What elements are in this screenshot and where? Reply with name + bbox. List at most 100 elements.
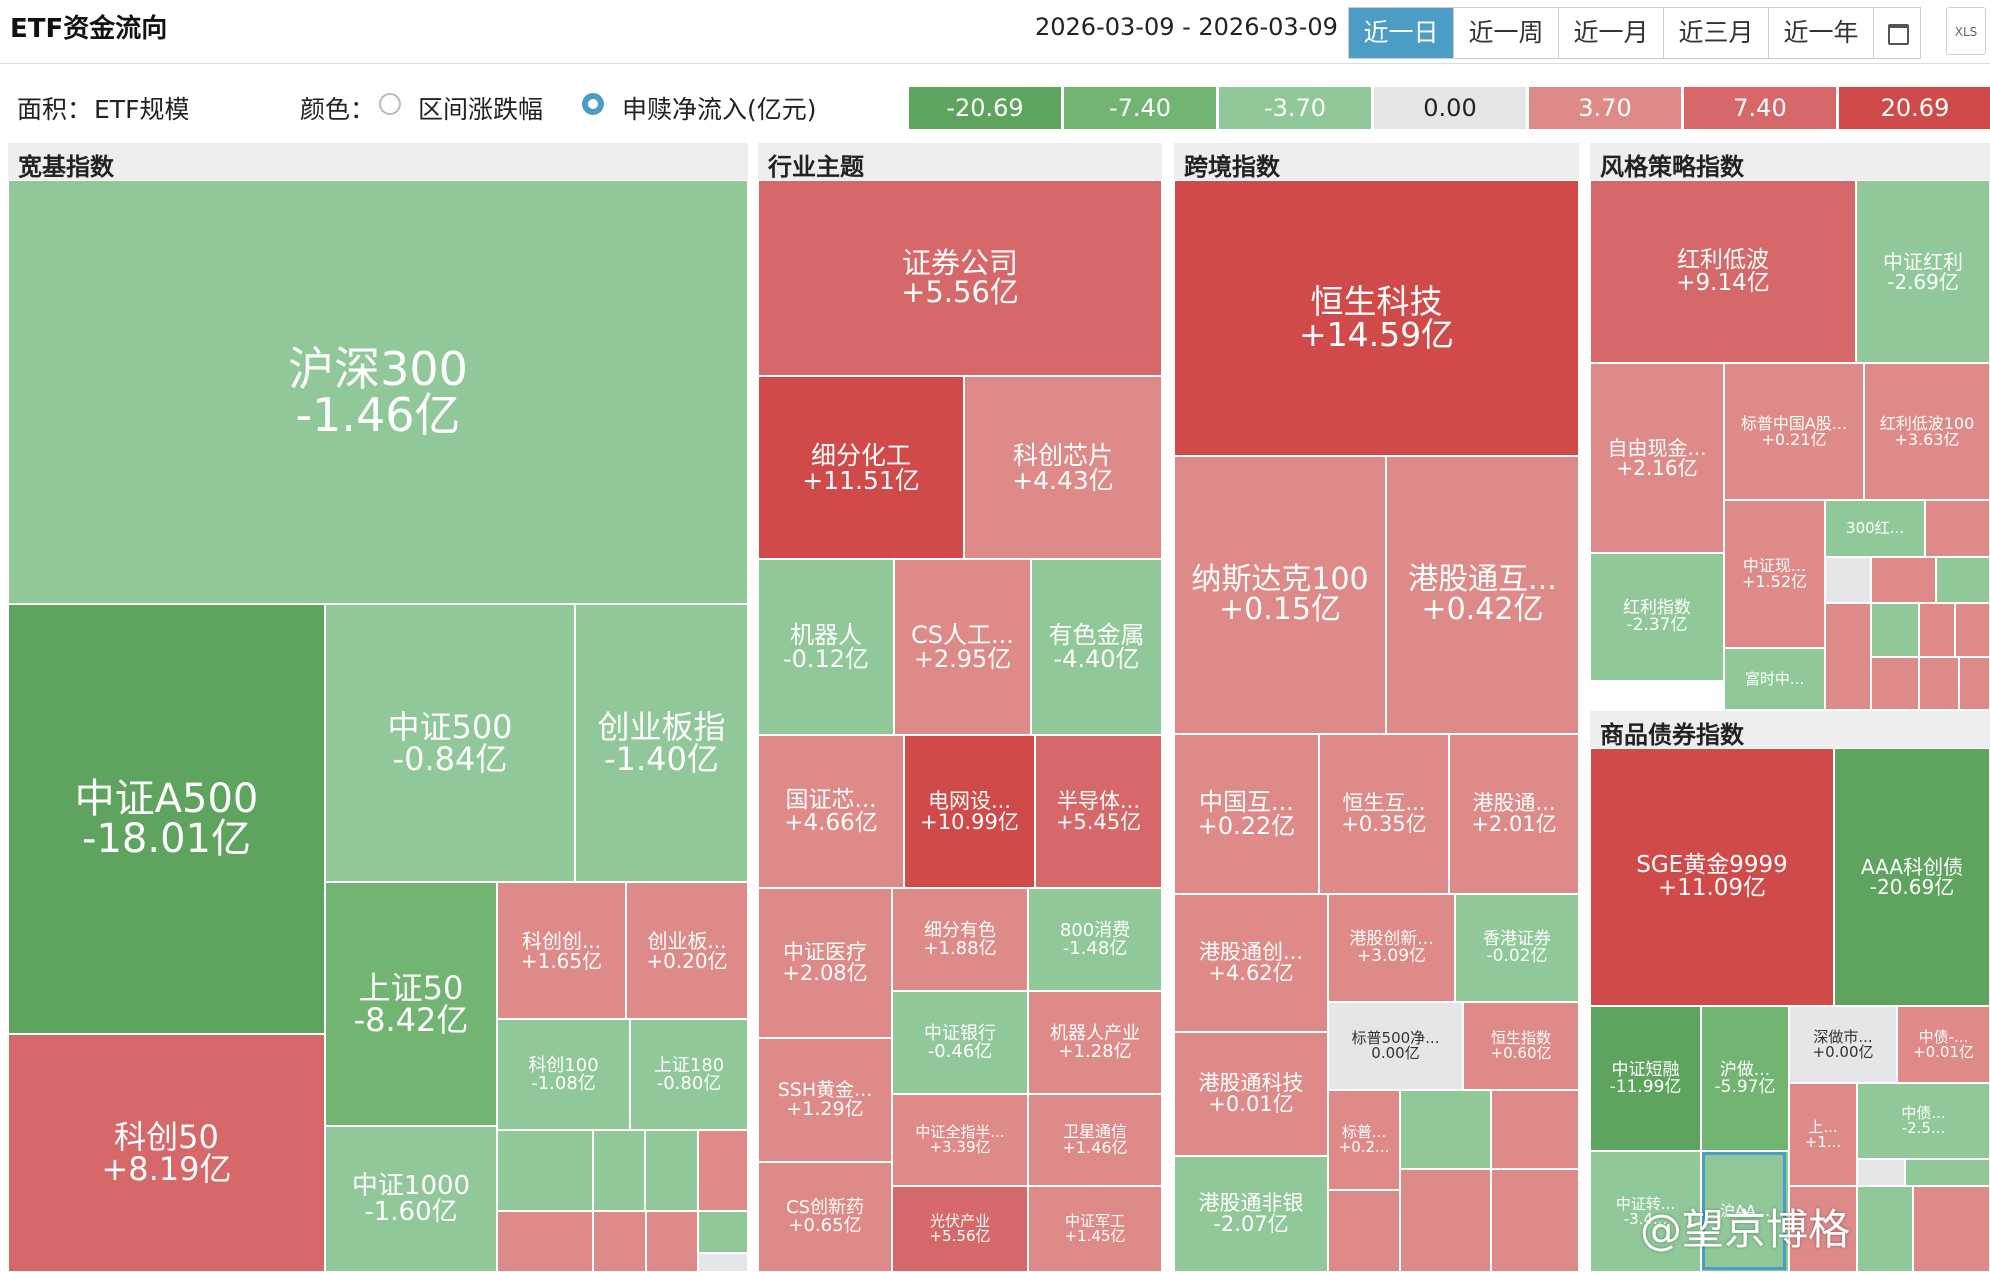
- tab-1d[interactable]: 近一日: [1349, 8, 1454, 58]
- treemap-tile[interactable]: 中证军工 +1.45亿: [1028, 1186, 1162, 1272]
- tab-1m[interactable]: 近一月: [1559, 8, 1664, 58]
- treemap-tile[interactable]: 中债... -2.5...: [1857, 1083, 1990, 1159]
- treemap-tile[interactable]: 标普... +0.2...: [1328, 1090, 1400, 1190]
- treemap-tile[interactable]: 中证500 -0.84亿: [325, 604, 575, 882]
- treemap-small-tile[interactable]: [1955, 603, 1990, 657]
- treemap-small-tile[interactable]: [497, 1211, 593, 1272]
- treemap-tile[interactable]: 800消费 -1.48亿: [1028, 888, 1162, 991]
- treemap-small-tile[interactable]: [1328, 1190, 1400, 1272]
- calendar-button[interactable]: [1874, 8, 1920, 58]
- treemap-tile[interactable]: 科创50 +8.19亿: [8, 1034, 325, 1272]
- treemap-tile[interactable]: 恒生指数 +0.60亿: [1463, 1002, 1579, 1090]
- treemap-tile[interactable]: 中证现... +1.52亿: [1724, 500, 1825, 648]
- treemap-small-tile[interactable]: [1913, 1186, 1990, 1272]
- treemap-tile[interactable]: 中证短融 -11.99亿: [1590, 1006, 1701, 1151]
- treemap-tile[interactable]: 标普500净... 0.00亿: [1328, 1002, 1463, 1090]
- treemap-tile[interactable]: 科创创... +1.65亿: [497, 882, 626, 1019]
- treemap-tile[interactable]: 港股通... +2.01亿: [1449, 734, 1579, 894]
- treemap-small-tile[interactable]: [1789, 1186, 1857, 1272]
- treemap-tile[interactable]: 上证50 -8.42亿: [325, 882, 497, 1126]
- treemap-tile[interactable]: 创业板指 -1.40亿: [575, 604, 748, 882]
- treemap-tile[interactable]: 港股通创... +4.62亿: [1174, 894, 1328, 1032]
- treemap-tile[interactable]: 中证A500 -18.01亿: [8, 604, 325, 1034]
- date-range[interactable]: 2026-03-09 - 2026-03-09: [1035, 13, 1338, 41]
- treemap-small-tile[interactable]: [593, 1211, 646, 1272]
- treemap-small-tile[interactable]: [1871, 657, 1919, 710]
- treemap-small-tile[interactable]: [1905, 1159, 1990, 1186]
- treemap-small-tile[interactable]: [1491, 1169, 1579, 1272]
- treemap-tile[interactable]: 港股通科技 +0.01亿: [1174, 1032, 1328, 1156]
- treemap-tile[interactable]: 有色金属 -4.40亿: [1031, 559, 1162, 735]
- treemap-tile[interactable]: 上... +1...: [1789, 1083, 1857, 1186]
- treemap-small-tile[interactable]: [698, 1211, 748, 1253]
- radio-net-inflow-label[interactable]: 申赎净流入(亿元): [622, 95, 817, 124]
- treemap-small-tile[interactable]: [698, 1130, 748, 1211]
- treemap-tile[interactable]: 自由现金... +2.16亿: [1590, 363, 1724, 553]
- treemap-tile[interactable]: 中证转... -3.4...: [1590, 1151, 1701, 1272]
- treemap-small-tile[interactable]: [698, 1253, 748, 1272]
- treemap-tile[interactable]: 电网设... +10.99亿: [904, 735, 1035, 888]
- radio-net-inflow[interactable]: [582, 93, 604, 115]
- tab-1y[interactable]: 近一年: [1769, 8, 1874, 58]
- tab-1w[interactable]: 近一周: [1454, 8, 1559, 58]
- treemap-small-tile[interactable]: [1925, 500, 1990, 557]
- treemap-tile[interactable]: 中证医疗 +2.08亿: [758, 888, 892, 1038]
- treemap-tile[interactable]: 港股通互... +0.42亿: [1386, 456, 1579, 734]
- treemap-tile[interactable]: 创业板... +0.20亿: [626, 882, 748, 1019]
- treemap-tile[interactable]: 卫星通信 +1.46亿: [1028, 1094, 1162, 1186]
- treemap-tile[interactable]: 光伏产业 +5.56亿: [892, 1186, 1028, 1272]
- treemap-tile[interactable]: 富时中...: [1724, 648, 1825, 710]
- treemap-small-tile[interactable]: [1825, 603, 1871, 710]
- treemap-tile[interactable]: CS创新药 +0.65亿: [758, 1162, 892, 1272]
- treemap-small-tile[interactable]: [1936, 557, 1990, 603]
- treemap-small-tile[interactable]: [1959, 657, 1990, 710]
- treemap-tile[interactable]: 中债-... +0.01亿: [1897, 1006, 1990, 1083]
- treemap-small-tile[interactable]: [1919, 603, 1955, 657]
- treemap-tile[interactable]: 中证银行 -0.46亿: [892, 991, 1028, 1094]
- treemap-tile[interactable]: SGE黄金9999 +11.09亿: [1590, 748, 1834, 1006]
- treemap-tile[interactable]: 科创100 -1.08亿: [497, 1019, 630, 1130]
- treemap-tile[interactable]: 机器人产业 +1.28亿: [1028, 991, 1162, 1094]
- treemap-small-tile[interactable]: [1400, 1169, 1491, 1272]
- treemap-tile[interactable]: 纳斯达克100 +0.15亿: [1174, 456, 1386, 734]
- treemap-small-tile[interactable]: [593, 1130, 645, 1211]
- treemap-tile[interactable]: AAA科创债 -20.69亿: [1834, 748, 1990, 1006]
- treemap-tile[interactable]: 证券公司 +5.56亿: [758, 180, 1162, 376]
- export-xls-button[interactable]: XLS: [1946, 7, 1986, 55]
- tab-3m[interactable]: 近三月: [1664, 8, 1769, 58]
- treemap-tile[interactable]: 港股创新... +3.09亿: [1328, 894, 1455, 1002]
- treemap-small-tile[interactable]: [497, 1130, 593, 1211]
- treemap-tile[interactable]: 机器人 -0.12亿: [758, 559, 894, 735]
- treemap-small-tile[interactable]: [1871, 557, 1936, 603]
- treemap-tile[interactable]: 细分有色 +1.88亿: [892, 888, 1028, 991]
- treemap-tile[interactable]: 香港证券 -0.02亿: [1455, 894, 1579, 1002]
- treemap-small-tile[interactable]: [1857, 1186, 1913, 1272]
- treemap-tile[interactable]: 半导体... +5.45亿: [1035, 735, 1162, 888]
- treemap-tile[interactable]: 上证180 -0.80亿: [630, 1019, 748, 1130]
- treemap-small-tile[interactable]: [1919, 657, 1959, 710]
- treemap-small-tile[interactable]: [646, 1211, 698, 1272]
- treemap-small-tile[interactable]: [1491, 1090, 1579, 1169]
- treemap-tile[interactable]: 标普中国A股... +0.21亿: [1724, 363, 1864, 500]
- treemap-tile[interactable]: 中证红利 -2.69亿: [1856, 180, 1990, 363]
- radio-range-change[interactable]: [379, 93, 401, 115]
- radio-range-change-label[interactable]: 区间涨跌幅: [418, 95, 544, 124]
- treemap-small-tile[interactable]: [1825, 557, 1871, 603]
- treemap-tile[interactable]: 红利低波 +9.14亿: [1590, 180, 1856, 363]
- treemap-tile[interactable]: 红利低波100 +3.63亿: [1864, 363, 1990, 500]
- treemap-tile[interactable]: 沪深300 -1.46亿: [8, 180, 748, 604]
- treemap-tile[interactable]: SSH黄金... +1.29亿: [758, 1038, 892, 1162]
- treemap-tile[interactable]: 科创芯片 +4.43亿: [964, 376, 1162, 559]
- treemap-small-tile[interactable]: [1871, 603, 1919, 657]
- treemap-small-tile[interactable]: [1857, 1159, 1905, 1186]
- treemap-tile[interactable]: 中国互... +0.22亿: [1174, 734, 1319, 894]
- treemap-tile[interactable]: 300红...: [1825, 500, 1925, 557]
- treemap-tile[interactable]: 港股通非银 -2.07亿: [1174, 1156, 1328, 1272]
- treemap-tile[interactable]: 恒生互... +0.35亿: [1319, 734, 1449, 894]
- treemap-tile[interactable]: 国证芯... +4.66亿: [758, 735, 904, 888]
- treemap-tile[interactable]: 沪AA...: [1701, 1151, 1789, 1272]
- treemap-tile[interactable]: 恒生科技 +14.59亿: [1174, 180, 1579, 456]
- treemap-tile[interactable]: 中证1000 -1.60亿: [325, 1126, 497, 1272]
- treemap-tile[interactable]: 红利指数 -2.37亿: [1590, 553, 1724, 681]
- treemap-small-tile[interactable]: [1400, 1090, 1491, 1169]
